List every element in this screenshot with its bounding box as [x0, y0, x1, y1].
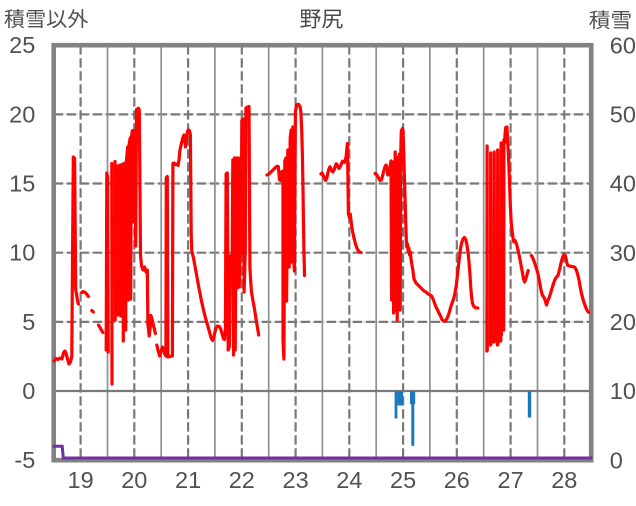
- svg-text:20: 20: [121, 467, 147, 493]
- svg-text:10: 10: [610, 378, 636, 404]
- svg-text:10: 10: [9, 240, 35, 266]
- svg-text:5: 5: [22, 309, 35, 335]
- svg-text:22: 22: [229, 467, 255, 493]
- svg-text:20: 20: [610, 309, 636, 335]
- svg-text:30: 30: [610, 240, 636, 266]
- svg-text:27: 27: [498, 467, 524, 493]
- svg-text:25: 25: [390, 467, 416, 493]
- svg-text:50: 50: [610, 102, 636, 128]
- svg-text:15: 15: [9, 171, 35, 197]
- svg-text:21: 21: [175, 467, 201, 493]
- svg-text:20: 20: [9, 101, 35, 127]
- svg-text:0: 0: [22, 378, 35, 404]
- svg-text:23: 23: [283, 467, 309, 493]
- svg-text:25: 25: [9, 32, 35, 58]
- svg-text:24: 24: [336, 467, 362, 493]
- svg-text:40: 40: [610, 171, 636, 197]
- svg-text:28: 28: [551, 467, 577, 493]
- svg-text:-5: -5: [14, 447, 35, 473]
- svg-text:60: 60: [610, 32, 636, 58]
- svg-text:19: 19: [68, 467, 94, 493]
- svg-text:0: 0: [610, 447, 623, 473]
- svg-text:26: 26: [444, 467, 470, 493]
